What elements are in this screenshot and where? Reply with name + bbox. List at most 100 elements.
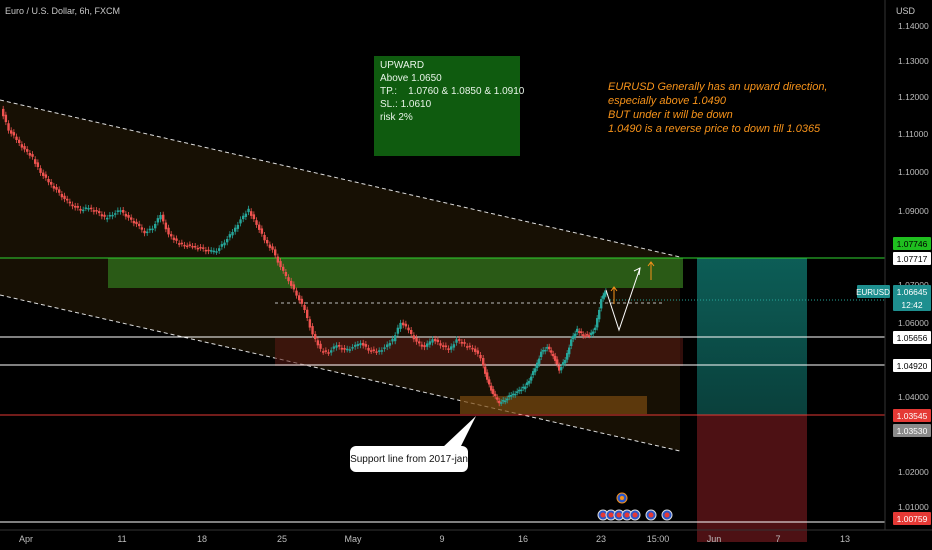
candle: [103, 211, 106, 220]
candle: [603, 290, 606, 300]
candle: [596, 315, 599, 331]
candle: [36, 159, 40, 171]
candle: [55, 184, 58, 193]
candle: [82, 206, 85, 214]
candle: [148, 225, 152, 234]
candle: [340, 344, 344, 353]
candle: [590, 329, 593, 338]
candle: [500, 399, 503, 406]
price-tag-label: 1.07746: [897, 239, 928, 249]
candle: [484, 363, 487, 377]
candle: [348, 346, 352, 353]
orange-support-zone: [460, 396, 647, 414]
candle: [98, 208, 101, 217]
candle: [151, 225, 154, 233]
price-tag-label: 1.04920: [897, 361, 928, 371]
candle: [386, 341, 389, 351]
candle: [380, 347, 384, 355]
trade-note-box[interactable]: UPWARD Above 1.0650 TP.: 1.0760 & 1.0850…: [374, 56, 524, 156]
candle: [372, 346, 376, 354]
candle: [538, 355, 541, 367]
candle: [143, 227, 146, 237]
candle: [127, 212, 130, 221]
candle: [303, 302, 306, 313]
candle: [530, 373, 533, 384]
candle: [452, 341, 456, 351]
economic-event-icon[interactable]: [613, 509, 625, 521]
candle: [114, 210, 117, 218]
candle: [504, 397, 507, 405]
candle: [490, 382, 493, 394]
projection-path: [605, 267, 641, 332]
candle: [580, 328, 583, 337]
candle: [199, 244, 202, 251]
price-tick-label: 1.10000: [898, 167, 929, 177]
support-callout[interactable]: Support line from 2017-jan: [350, 446, 468, 472]
candle: [428, 338, 432, 348]
countdown-label: 12:42: [901, 300, 923, 310]
candle: [399, 319, 402, 332]
candle: [330, 347, 333, 356]
candle: [436, 336, 440, 346]
candle: [42, 169, 45, 179]
candle: [558, 362, 561, 374]
candle: [338, 342, 341, 350]
candle: [439, 340, 442, 349]
analysis-note-line: EURUSD Generally has an upward direction…: [608, 81, 828, 93]
candle: [418, 338, 421, 347]
candle: [180, 239, 184, 247]
economic-event-icon[interactable]: [597, 509, 609, 521]
candle: [560, 363, 563, 374]
candle: [186, 242, 189, 249]
price-tags: 1.07746 1.07717 1.06645 12:42 EURUSD 1.05656 1…: [856, 237, 931, 525]
candle: [212, 247, 216, 255]
candle: [346, 345, 349, 353]
candle: [74, 202, 77, 211]
candle: [220, 241, 224, 250]
candle: [39, 165, 42, 176]
economic-event-icon[interactable]: [661, 509, 673, 521]
candle: [526, 379, 529, 389]
candle: [234, 224, 237, 235]
candle: [130, 214, 133, 223]
price-tick-label: 1.04000: [898, 392, 929, 402]
candle: [18, 136, 21, 147]
economic-event-icon[interactable]: [616, 492, 628, 504]
economic-event-icon[interactable]: [645, 509, 657, 521]
callout-pointer: [442, 416, 476, 448]
candle: [496, 394, 499, 403]
candle: [534, 365, 537, 376]
candle: [343, 345, 346, 353]
candle: [263, 231, 266, 244]
time-tick-label: Apr: [19, 534, 33, 544]
candle: [10, 127, 13, 137]
candle: [556, 356, 559, 368]
analysis-note[interactable]: EURUSD Generally has an upward direction…: [608, 80, 828, 136]
candle: [524, 383, 527, 393]
candle: [450, 343, 453, 353]
candle: [479, 351, 482, 362]
candle: [132, 217, 136, 227]
candle: [228, 231, 232, 241]
candle: [63, 192, 66, 203]
candle: [447, 345, 450, 353]
candle: [178, 240, 181, 248]
candle: [260, 225, 264, 237]
candle: [274, 246, 277, 259]
candle: [159, 212, 162, 223]
candle: [471, 344, 474, 352]
candle: [84, 204, 88, 212]
candle: [570, 336, 573, 350]
candle: [111, 211, 114, 220]
candle: [410, 327, 413, 337]
candle: [79, 205, 82, 214]
price-tick-label: 1.02000: [898, 467, 929, 477]
candle: [532, 368, 535, 379]
candle: [12, 129, 16, 139]
candle: [407, 324, 410, 334]
economic-event-icon[interactable]: [629, 509, 641, 521]
candle: [584, 332, 587, 339]
price-tag: 1.04920: [893, 359, 931, 372]
candle: [552, 350, 555, 360]
